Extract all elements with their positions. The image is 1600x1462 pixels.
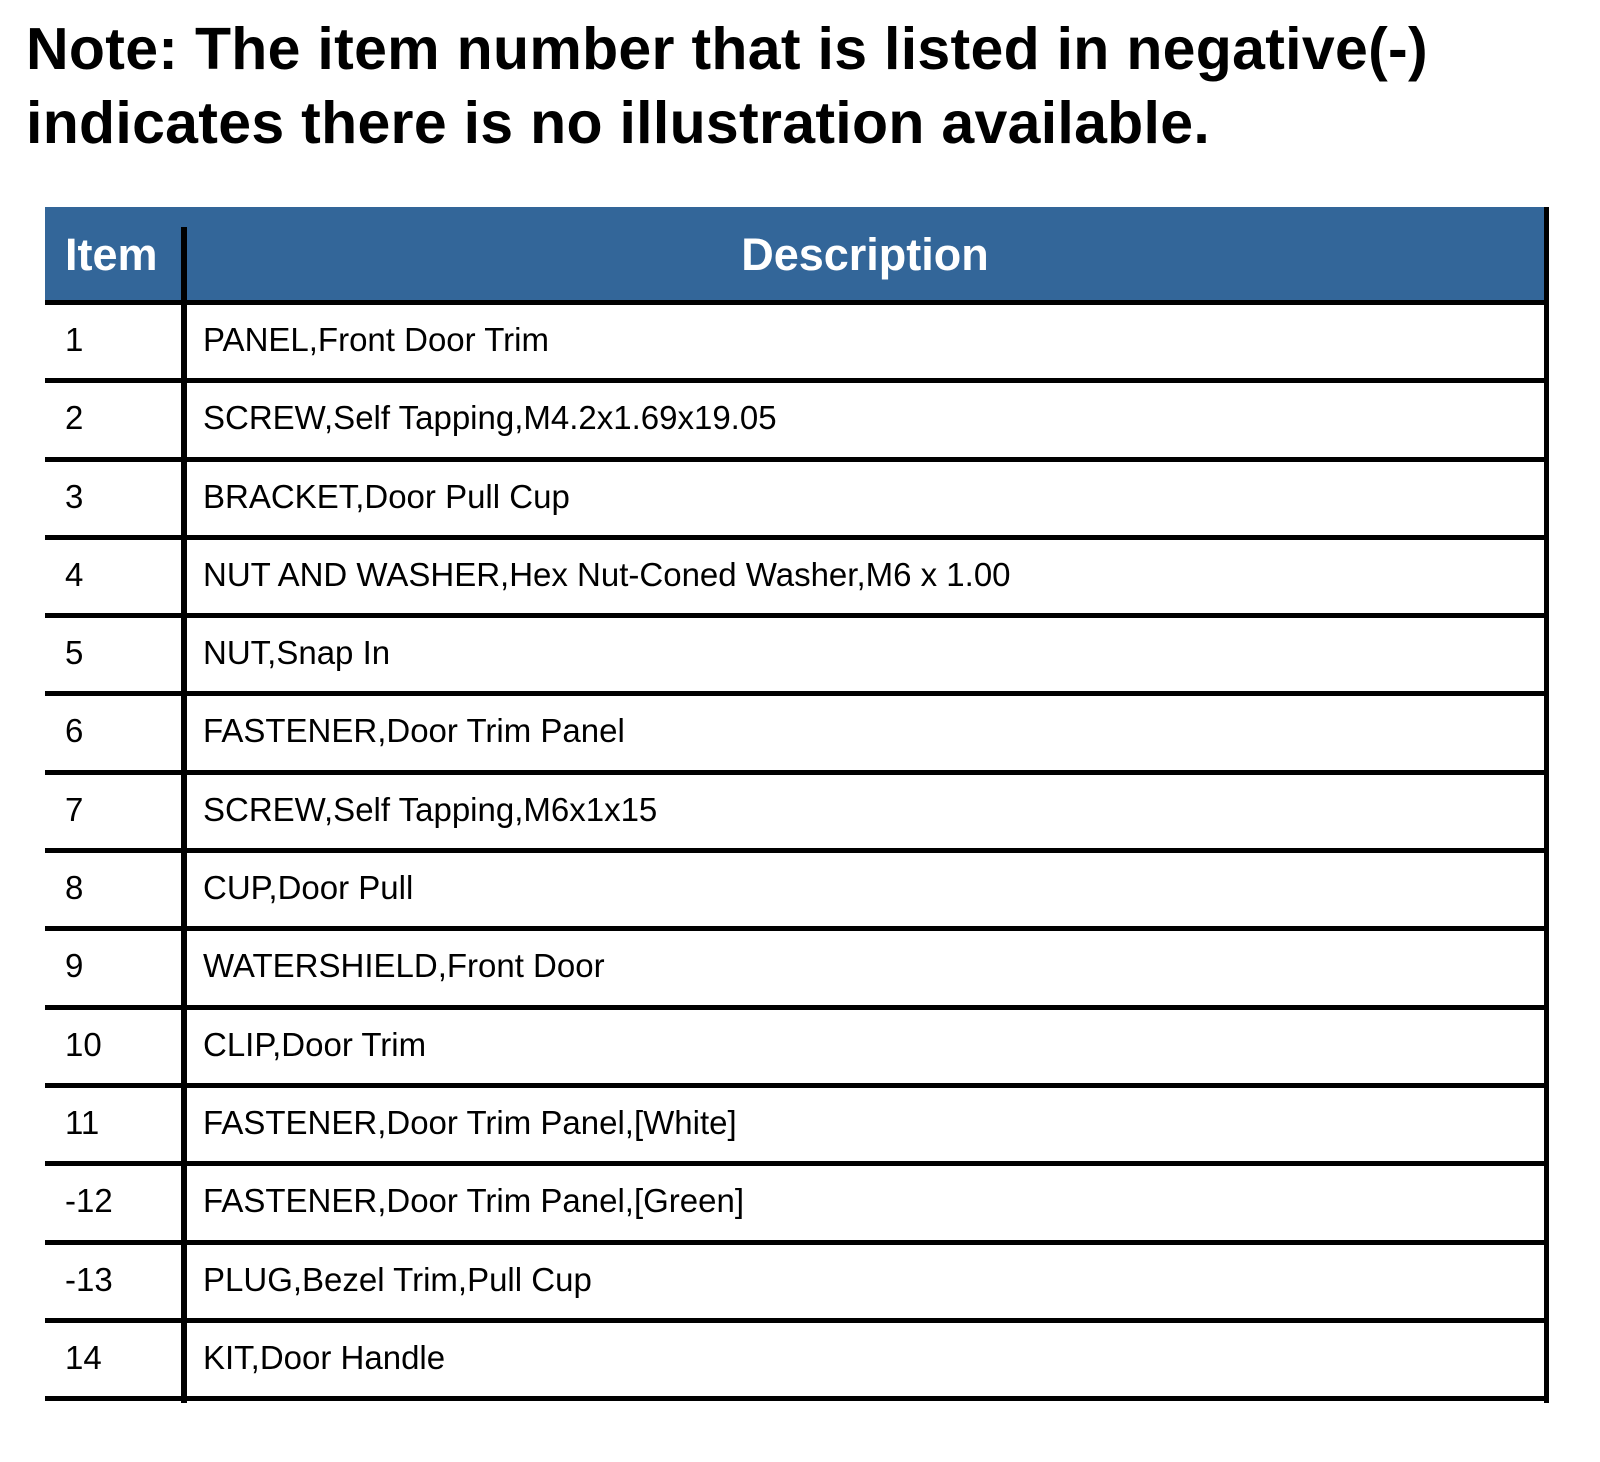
item-number: 9 (65, 947, 84, 985)
item-number: -13 (65, 1260, 113, 1298)
item-description: FASTENER,Door Trim Panel,[Green] (203, 1182, 745, 1220)
table-row: -13 PLUG,Bezel Trim,Pull Cup (45, 1239, 1545, 1318)
column-header-description: Description (741, 229, 989, 280)
table-header: Item Description (45, 207, 1545, 300)
item-number: 4 (65, 555, 84, 593)
item-description: SCREW,Self Tapping,M6x1x15 (203, 790, 658, 828)
item-number: 10 (65, 1025, 102, 1063)
note-line-1: Note: The item number that is listed in … (26, 16, 1428, 82)
note-text: Note: The item number that is listed in … (26, 12, 1428, 160)
item-number: 5 (65, 634, 84, 672)
item-description: KIT,Door Handle (203, 1338, 446, 1376)
item-number: 1 (65, 321, 84, 358)
table-row: 11 FASTENER,Door Trim Panel,[White] (45, 1082, 1545, 1161)
item-number: 8 (65, 869, 84, 907)
table-row: 4 NUT AND WASHER,Hex Nut-Coned Washer,M6 … (45, 534, 1545, 613)
item-number: 11 (65, 1103, 100, 1141)
item-number: 14 (65, 1338, 102, 1376)
item-description: FASTENER,Door Trim Panel,[White] (203, 1103, 737, 1141)
item-number: 6 (65, 712, 84, 750)
item-description: SCREW,Self Tapping,M4.2x1.69x19.05 (203, 399, 777, 437)
column-divider (181, 227, 187, 1403)
item-description: PANEL,Front Door Trim (203, 321, 549, 358)
table-row: 8 CUP,Door Pull (45, 848, 1545, 926)
item-number: -12 (65, 1182, 113, 1220)
column-header-item: Item (65, 229, 158, 280)
item-number: 2 (65, 399, 84, 437)
table-row: 9 WATERSHIELD,Front Door (45, 926, 1545, 1004)
table-row: 5 NUT,Snap In (45, 613, 1545, 691)
item-description: PLUG,Bezel Trim,Pull Cup (203, 1260, 592, 1298)
table-row: 6 FASTENER,Door Trim Panel (45, 691, 1545, 769)
item-number: 3 (65, 477, 84, 515)
item-description: CLIP,Door Trim (203, 1025, 427, 1063)
parts-table: Item Description 1 PANEL,Front Door Trim 2… (45, 207, 1549, 1403)
item-number: 7 (65, 790, 84, 828)
table-row: 7 SCREW,Self Tapping,M6x1x15 (45, 769, 1545, 848)
table-row: 1 PANEL,Front Door Trim (45, 300, 1545, 378)
item-description: BRACKET,Door Pull Cup (203, 477, 570, 515)
item-description: CUP,Door Pull (203, 869, 414, 907)
item-description: WATERSHIELD,Front Door (203, 947, 605, 985)
note-line-2: indicates there is no illustration avail… (26, 90, 1211, 156)
table-row: -12 FASTENER,Door Trim Panel,[Green] (45, 1161, 1545, 1239)
table-row: 10 CLIP,Door Trim (45, 1004, 1545, 1083)
table-row: 3 BRACKET,Door Pull Cup (45, 456, 1545, 535)
item-description: FASTENER,Door Trim Panel (203, 712, 625, 750)
table-row: 2 SCREW,Self Tapping,M4.2x1.69x19.05 (45, 378, 1545, 456)
item-description: NUT AND WASHER,Hex Nut-Coned Washer,M6 x… (203, 555, 1011, 593)
item-description: NUT,Snap In (203, 634, 391, 672)
table-right-border (1544, 207, 1549, 1403)
table-body: 1 PANEL,Front Door Trim 2 SCREW,Self Tappin… (45, 300, 1545, 1401)
table-row: 14 KIT,Door Handle (45, 1317, 1545, 1401)
